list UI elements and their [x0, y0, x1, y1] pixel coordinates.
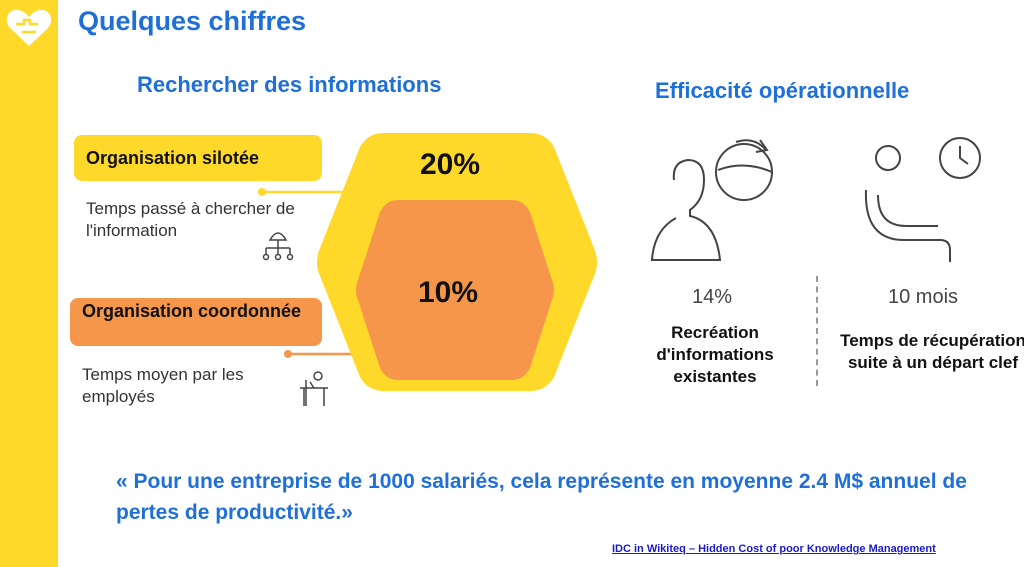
stat-label-recovery: Temps de récupération suite à un départ …: [840, 331, 1024, 372]
value-silo: 20%: [420, 148, 481, 181]
stat-value-recreation: 14%: [691, 286, 733, 308]
puzzle-heart-logo-icon: [6, 9, 52, 47]
stat-value-recovery: 10 mois: [887, 286, 959, 308]
connector-dot-silo: [258, 188, 266, 196]
value-coord: 10%: [418, 276, 479, 309]
section-heading-efficiency: Efficacité opérationnelle: [655, 78, 910, 103]
description-silo: Temps passé à chercher de l'information: [86, 199, 295, 240]
side-accent-bar: [0, 0, 58, 567]
description-coord: Temps moyen par les employés: [82, 365, 244, 406]
org-chart-icon: [262, 232, 294, 261]
label-organisation-silotee: Organisation silotée: [74, 135, 322, 181]
stat-divider: [816, 276, 818, 386]
seated-person-clock-icon: [864, 137, 981, 262]
section-heading-search: Rechercher des informations: [137, 72, 442, 97]
connector-dot-coord: [284, 350, 292, 358]
source-link[interactable]: IDC in Wikiteq – Hidden Cost of poor Kno…: [612, 543, 936, 555]
stat-label-recreation: Recréation d'informations existantes: [656, 323, 774, 386]
hexagon-inner: [356, 200, 554, 380]
page-title: Quelques chiffres: [78, 6, 307, 36]
person-refresh-icon: [650, 139, 773, 261]
desk-worker-icon: [300, 371, 328, 406]
productivity-quote: « Pour une entreprise de 1000 salariés, …: [116, 470, 967, 524]
label-organisation-coordonnee: Organisation coordonnée: [70, 298, 322, 346]
